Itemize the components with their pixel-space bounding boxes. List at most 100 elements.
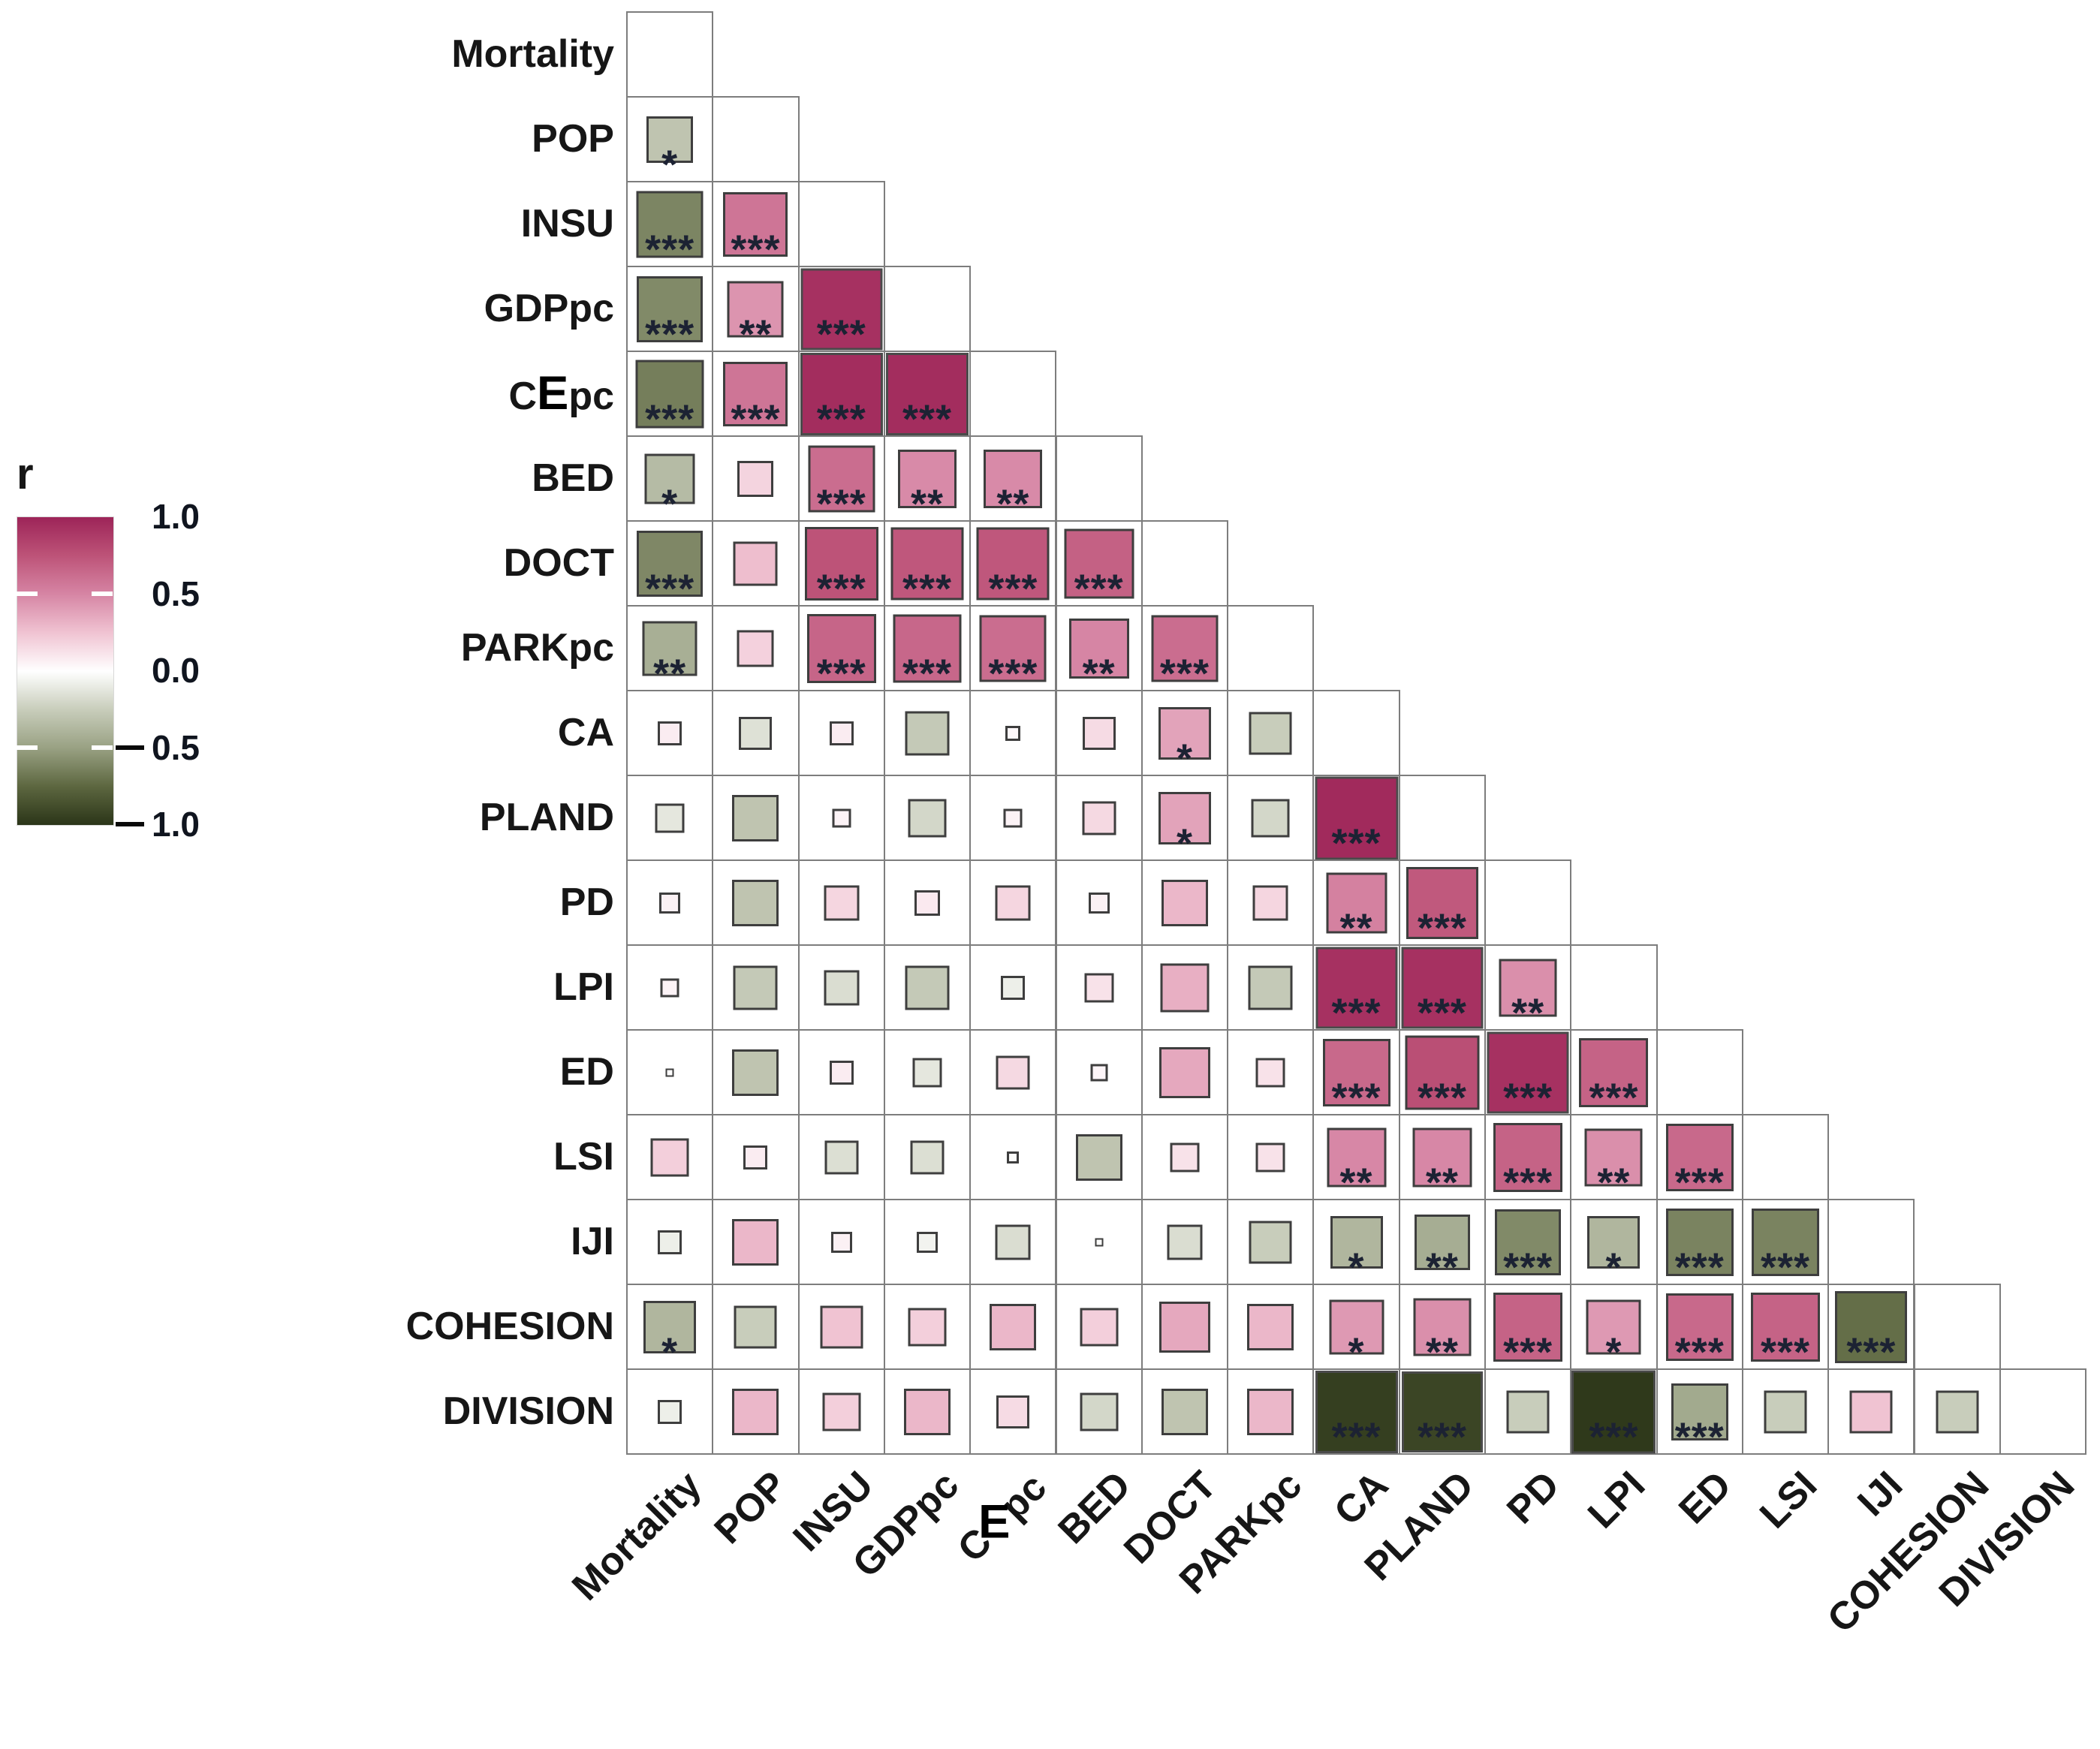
matrix-cell: * [1140,690,1229,778]
matrix-cell [1227,1114,1315,1200]
matrix-cell [797,690,885,776]
matrix-cell [797,1114,885,1200]
correlation-square [732,794,779,841]
legend-tick: 1.0 [116,805,200,844]
matrix-cell [969,1029,1057,1115]
matrix-cell [969,1284,1057,1370]
correlation-square [824,885,860,920]
correlation-square [1330,1215,1383,1269]
correlation-square [737,460,774,497]
correlation-square [1247,1388,1294,1435]
correlation-square [658,1399,682,1424]
correlation-square [800,352,883,435]
matrix-cell [797,1368,885,1455]
correlation-square [732,1049,779,1096]
y-axis-label-ed: ED [559,1049,614,1094]
matrix-cell: * [1312,1284,1400,1372]
correlation-square [829,721,854,745]
correlation-square [1322,1038,1390,1106]
correlation-square [917,1231,939,1253]
y-axis-label-iji: IJI [571,1219,614,1263]
correlation-square [908,799,947,837]
matrix-cell: *** [1570,1029,1658,1118]
matrix-cell: *** [1312,1368,1400,1457]
correlation-square [1579,1037,1649,1107]
correlation-square [1329,1299,1384,1354]
matrix-cell: *** [1484,1029,1572,1118]
correlation-square [905,965,950,1010]
matrix-cell: *** [1398,944,1486,1033]
matrix-cell: ** [969,435,1057,524]
matrix-cell: *** [1656,1114,1743,1203]
matrix-cell [1227,1284,1315,1370]
correlation-square [886,352,969,435]
legend-tick-value: 1.0 [152,497,200,536]
matrix-cell: ** [1398,1199,1486,1287]
matrix-cell [797,1284,885,1370]
correlation-square [996,1395,1030,1428]
correlation-square [637,530,704,597]
matrix-cell: *** [969,520,1057,609]
matrix-cell: *** [1312,775,1400,863]
correlation-square [829,1060,854,1085]
correlation-square [1835,1290,1908,1363]
correlation-square [976,527,1050,600]
legend-tick: 0.5 [116,727,200,767]
legend-inner-tick [92,745,113,750]
matrix-cell [712,944,800,1031]
matrix-cell [1227,1368,1315,1455]
correlation-square [732,879,779,926]
matrix-cell [969,775,1057,861]
matrix-cell: *** [1484,1199,1572,1287]
y-axis-label-mortality: Mortality [451,32,614,76]
correlation-square [1665,1208,1734,1276]
matrix-cell: ** [1570,1114,1658,1203]
matrix-cell: *** [1827,1284,1915,1372]
legend-inner-tick [17,745,38,750]
y-axis-label-parkpc: PARKpc [460,625,614,670]
matrix-diagonal-cell [1398,775,1486,861]
matrix-cell [712,1284,800,1370]
y-axis-label-insu: INSU [520,201,614,245]
correlation-square [1080,1308,1119,1346]
correlation-square [1401,1371,1483,1452]
correlation-square [723,361,788,426]
matrix-cell: *** [797,266,885,354]
correlation-square [733,541,778,586]
correlation-square [1088,892,1110,914]
matrix-cell [883,690,972,776]
matrix-cell [1140,1114,1229,1200]
matrix-cell: * [1140,775,1229,863]
correlation-square [1075,1133,1122,1181]
matrix-diagonal-cell [712,96,800,182]
correlation-square [806,613,876,683]
correlation-square [635,360,704,428]
legend-tick-value: 0.5 [152,727,200,767]
matrix-cell: ** [1312,1114,1400,1203]
correlation-square [1315,947,1398,1028]
matrix-cell [712,1114,800,1200]
matrix-cell: *** [1312,1029,1400,1118]
matrix-cell: *** [1140,605,1229,694]
matrix-cell: * [1570,1199,1658,1287]
matrix-cell [969,690,1057,776]
matrix-cell [1140,944,1229,1031]
correlation-square [1255,1058,1285,1087]
matrix-cell [1484,1368,1572,1455]
upright-e-glyph: E [537,366,569,420]
correlation-square [1151,615,1219,682]
matrix-cell [712,775,800,861]
matrix-cell: ** [712,266,800,354]
correlation-square [665,1068,674,1076]
matrix-cell: * [626,96,714,185]
matrix-cell [1140,859,1229,946]
matrix-cell [797,859,885,946]
correlation-square [1495,1209,1562,1275]
matrix-cell [1227,859,1315,946]
correlation-square [1936,1390,1979,1433]
correlation-square [1001,975,1026,1000]
correlation-square [905,711,950,755]
correlation-square [824,1140,859,1174]
matrix-cell: * [1312,1199,1400,1287]
